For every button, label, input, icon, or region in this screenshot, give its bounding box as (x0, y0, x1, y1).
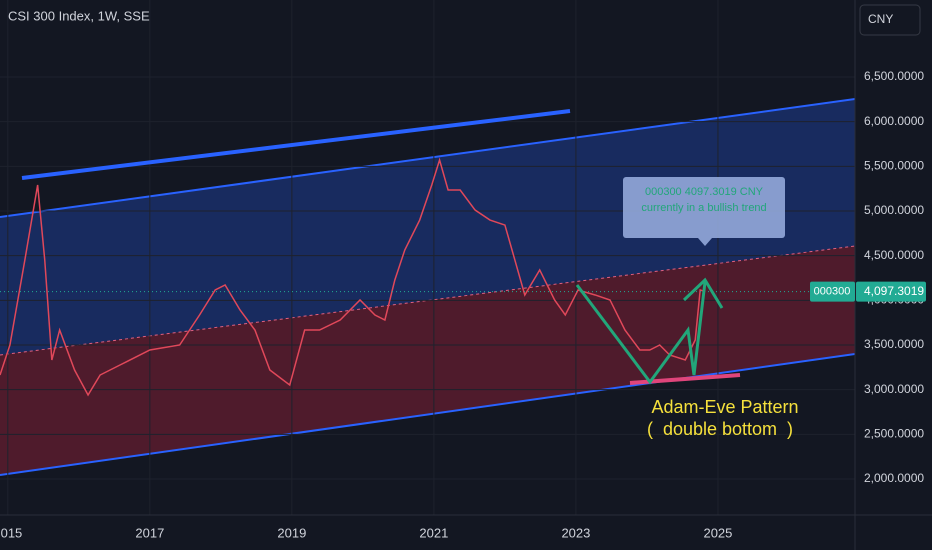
last-price-tag (856, 281, 926, 302)
y-tick-label: 2,500.0000 (864, 427, 924, 441)
y-tick-label: 5,500.0000 (864, 159, 924, 173)
y-tick-label: 3,500.0000 (864, 337, 924, 351)
tooltip-text: currently in a bullish trend (641, 202, 766, 214)
annotations: 000300 4097.3019 CNY currently in a bull… (21, 109, 799, 439)
channel-lower-line (0, 353, 855, 476)
tooltip-text: 000300 4097.3019 CNY (645, 186, 764, 198)
last-price-label: 4,097.3019 (864, 284, 924, 298)
currency-label: CNY (868, 12, 893, 26)
arrow-head (682, 277, 724, 309)
symbol-label: 000300 (814, 286, 851, 298)
currency-button[interactable] (859, 4, 921, 36)
x-tick-label: 2015 (0, 525, 22, 540)
y-tick-label: 5,000.0000 (864, 203, 924, 217)
tooltip-pointer (698, 238, 712, 246)
chart-title: CSI 300 Index, 1W, SSE (8, 8, 150, 23)
pattern-label: ( double bottom ) (647, 419, 793, 439)
price-line (0, 157, 706, 397)
y-tick-label: 6,500.0000 (864, 69, 924, 83)
pattern-arrow (575, 281, 707, 385)
channel-lower-fill (0, 246, 855, 475)
y-tick-label: 6,000.0000 (864, 114, 924, 128)
pattern-label: Adam-Eve Pattern (651, 397, 798, 417)
x-tick-label: 2017 (135, 525, 164, 540)
channel-upper-line (0, 98, 855, 218)
y-tick-label: 3,000.0000 (864, 382, 924, 396)
y-tick-label: 4,500.0000 (864, 248, 924, 262)
y-tick-label: 2,000.0000 (864, 471, 924, 485)
x-tick-label: 2025 (703, 525, 732, 540)
trendline-top (21, 109, 571, 180)
x-tick-label: 2019 (277, 525, 306, 540)
symbol-tag (810, 281, 855, 302)
x-tick-label: 2021 (419, 525, 448, 540)
tooltip-box (623, 177, 785, 238)
x-tick-label: 2023 (561, 525, 590, 540)
